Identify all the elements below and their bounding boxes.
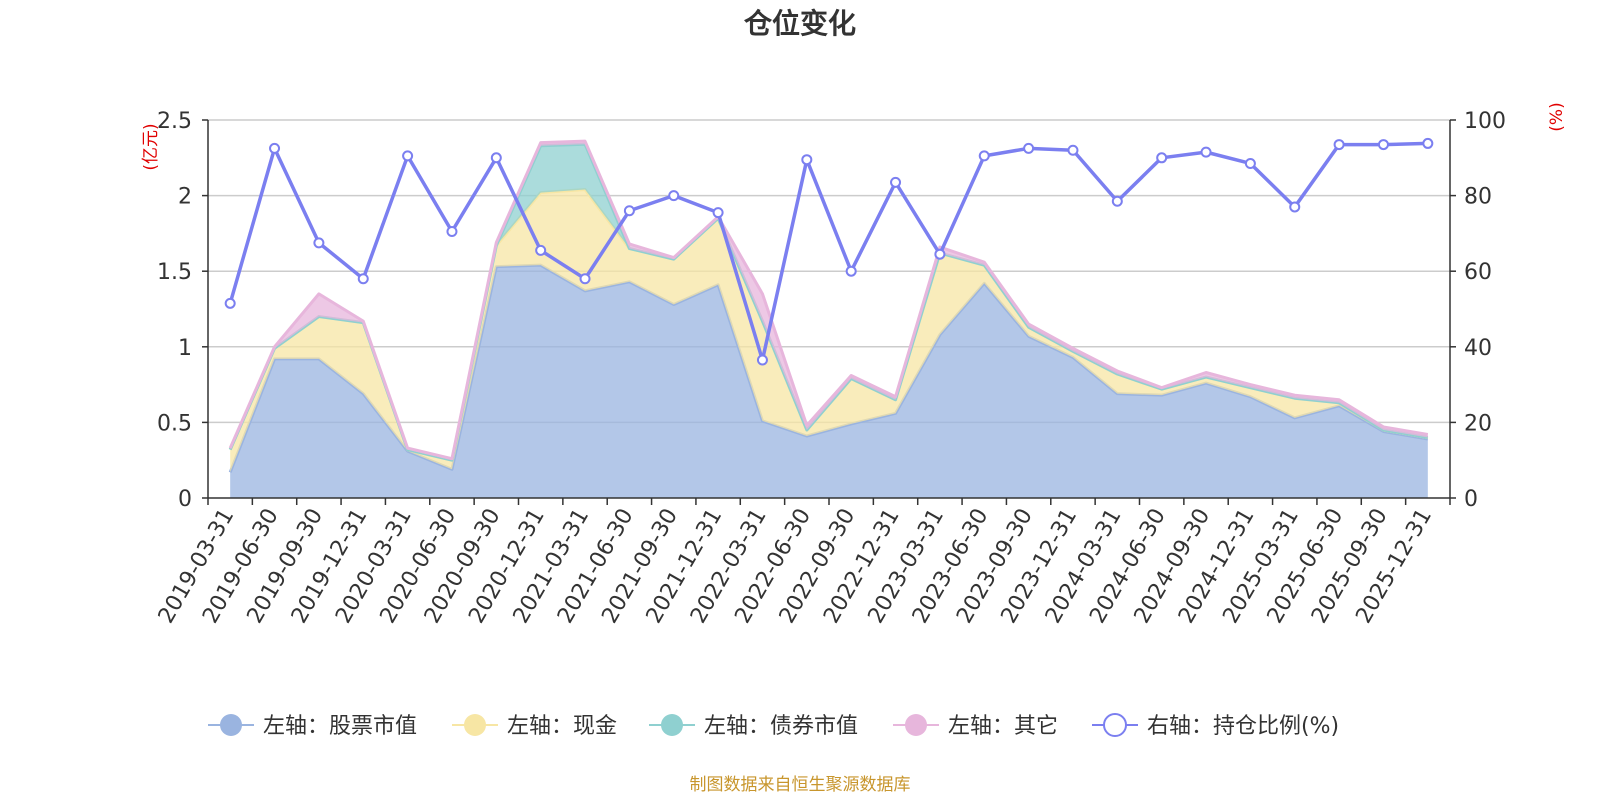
ratio-point[interactable] xyxy=(1023,142,1035,154)
legend-swatch-marker xyxy=(220,714,242,736)
left-axis-tick-label: 0.5 xyxy=(157,411,192,436)
left-axis-tick-label: 1 xyxy=(178,336,192,361)
legend-swatch-marker xyxy=(1103,713,1127,737)
legend-swatch-marker xyxy=(661,714,683,736)
ratio-point[interactable] xyxy=(1067,144,1079,156)
ratio-point[interactable] xyxy=(535,244,547,256)
legend-label: 左轴：债券市值 xyxy=(704,714,858,739)
right-axis-tick-label: 0 xyxy=(1464,487,1478,512)
ratio-point[interactable] xyxy=(1111,195,1123,207)
ratio-point[interactable] xyxy=(490,152,502,164)
area-左轴：现金 xyxy=(230,189,1428,473)
ratio-line-path xyxy=(228,141,1428,362)
right-axis-tick-label: 40 xyxy=(1464,336,1492,361)
ratio-point[interactable] xyxy=(1156,152,1168,164)
right-axis-tick-label: 80 xyxy=(1464,185,1492,210)
legend-swatch-marker xyxy=(464,714,486,736)
area-edge-左轴：其它 xyxy=(228,139,1429,461)
holding-ratio-line xyxy=(224,137,1434,366)
left-axis-tick-label: 1.5 xyxy=(157,260,192,285)
ratio-point[interactable] xyxy=(402,150,414,162)
left-axis-tick-label: 2.5 xyxy=(157,109,192,134)
legend-item[interactable]: 右轴：持仓比例(%) xyxy=(1092,713,1339,739)
data-source-note: 制图数据来自恒生聚源数据库 xyxy=(690,775,911,795)
ratio-point[interactable] xyxy=(801,154,813,166)
ratio-point[interactable] xyxy=(845,265,857,277)
legend-label: 左轴：其它 xyxy=(948,714,1058,739)
grid-lines xyxy=(208,119,1450,424)
ratio-point[interactable] xyxy=(934,248,946,260)
ratio-point[interactable] xyxy=(313,237,325,249)
ratio-point[interactable] xyxy=(1289,201,1301,213)
ratio-point[interactable] xyxy=(978,150,990,162)
left-axis-unit: (亿元) xyxy=(141,123,161,170)
left-axis-tick-label: 2 xyxy=(178,185,192,210)
ratio-point[interactable] xyxy=(712,207,724,219)
ratio-point[interactable] xyxy=(1200,146,1212,158)
legend-item[interactable]: 左轴：现金 xyxy=(452,714,617,739)
ratio-point[interactable] xyxy=(1244,157,1256,169)
ratio-point[interactable] xyxy=(357,273,369,285)
left-axis-tick-label: 0 xyxy=(178,487,192,512)
legend-item[interactable]: 左轴：股票市值 xyxy=(208,714,417,739)
ratio-point[interactable] xyxy=(579,273,591,285)
ratio-point[interactable] xyxy=(1422,137,1434,149)
legend-item[interactable]: 左轴：债券市值 xyxy=(649,714,858,739)
legend-item[interactable]: 左轴：其它 xyxy=(893,714,1058,739)
ratio-point[interactable] xyxy=(224,297,236,309)
ratio-point[interactable] xyxy=(756,354,768,366)
stacked-areas xyxy=(228,139,1429,498)
right-axis-tick-label: 100 xyxy=(1464,109,1506,134)
ratio-point[interactable] xyxy=(890,176,902,188)
right-axis-tick-label: 20 xyxy=(1464,411,1492,436)
legend-label: 左轴：现金 xyxy=(507,714,617,739)
chart-title: 仓位变化 xyxy=(744,7,856,40)
ratio-point[interactable] xyxy=(668,190,680,202)
area-左轴：股票市值 xyxy=(230,265,1428,498)
right-axis-tick-label: 60 xyxy=(1464,260,1492,285)
ratio-point[interactable] xyxy=(1333,139,1345,151)
legend-label: 左轴：股票市值 xyxy=(263,714,417,739)
ratio-point[interactable] xyxy=(269,142,281,154)
ratio-point[interactable] xyxy=(446,226,458,238)
right-axis-unit: (%) xyxy=(1547,102,1567,131)
legend-swatch-marker xyxy=(905,714,927,736)
ratio-point[interactable] xyxy=(1377,139,1389,151)
ratio-point[interactable] xyxy=(623,205,635,217)
legend[interactable]: 左轴：股票市值 左轴：现金 左轴：债券市值 左轴：其它 右轴：持仓比例(%) xyxy=(208,713,1339,739)
legend-label: 右轴：持仓比例(%) xyxy=(1147,714,1339,739)
